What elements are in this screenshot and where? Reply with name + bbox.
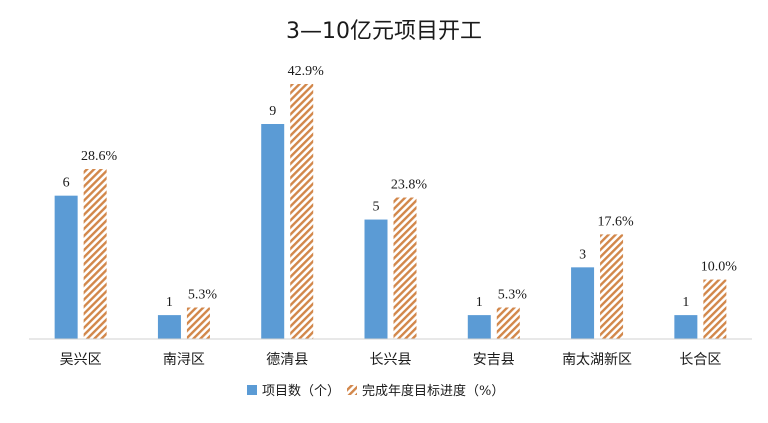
bar-target-progress (186, 307, 210, 339)
data-label-target-progress: 5.3% (498, 287, 528, 302)
bar-project-count (571, 267, 595, 339)
data-label-project-count: 6 (63, 176, 70, 191)
chart-title: 3—10亿元项目开工 (286, 19, 482, 44)
data-label-target-progress: 42.9% (288, 64, 325, 79)
category-label: 吴兴区 (60, 352, 102, 368)
bar-target-progress (703, 279, 727, 339)
data-label-project-count: 1 (166, 295, 173, 310)
data-label-target-progress: 10.0% (701, 260, 738, 275)
bar-target-progress (496, 307, 520, 339)
category-label: 安吉县 (473, 352, 515, 368)
bar-project-count (467, 315, 491, 339)
bar-target-progress (290, 84, 314, 339)
category-label: 南浔区 (163, 352, 205, 368)
data-label-project-count: 5 (373, 200, 380, 215)
bar-project-count (157, 315, 181, 339)
bar-target-progress (83, 169, 107, 339)
bar-project-count (364, 219, 388, 339)
data-label-project-count: 9 (269, 104, 276, 119)
bar-project-count (674, 315, 698, 339)
bars-layer: 6 28.6% 吴兴区 1 5.3% 南浔区 9 42.9% 德清县 5 23.8% 长兴县 1 5.3%… (54, 64, 738, 368)
bar-target-progress (393, 197, 417, 339)
category-label: 长兴县 (370, 352, 412, 368)
category-label: 南太湖新区 (562, 352, 632, 368)
legend: 项目数（个） 完成年度目标进度（%） (247, 383, 504, 399)
legend-label-project-count: 项目数（个） (262, 384, 340, 399)
bar-target-progress (600, 234, 624, 339)
data-label-project-count: 1 (682, 295, 689, 310)
legend-label-target-progress: 完成年度目标进度（%） (362, 383, 504, 399)
bar-project-count (261, 124, 285, 339)
data-label-project-count: 3 (579, 247, 586, 262)
category-label: 德清县 (266, 352, 308, 368)
data-label-target-progress: 5.3% (188, 287, 218, 302)
legend-swatch-project-count (247, 385, 257, 395)
data-label-target-progress: 28.6% (81, 149, 118, 164)
data-label-project-count: 1 (476, 295, 483, 310)
legend-swatch-target-progress (347, 385, 357, 395)
data-label-target-progress: 17.6% (597, 214, 634, 229)
category-label: 长合区 (679, 352, 721, 368)
bar-project-count (54, 195, 78, 339)
data-label-target-progress: 23.8% (391, 178, 428, 193)
